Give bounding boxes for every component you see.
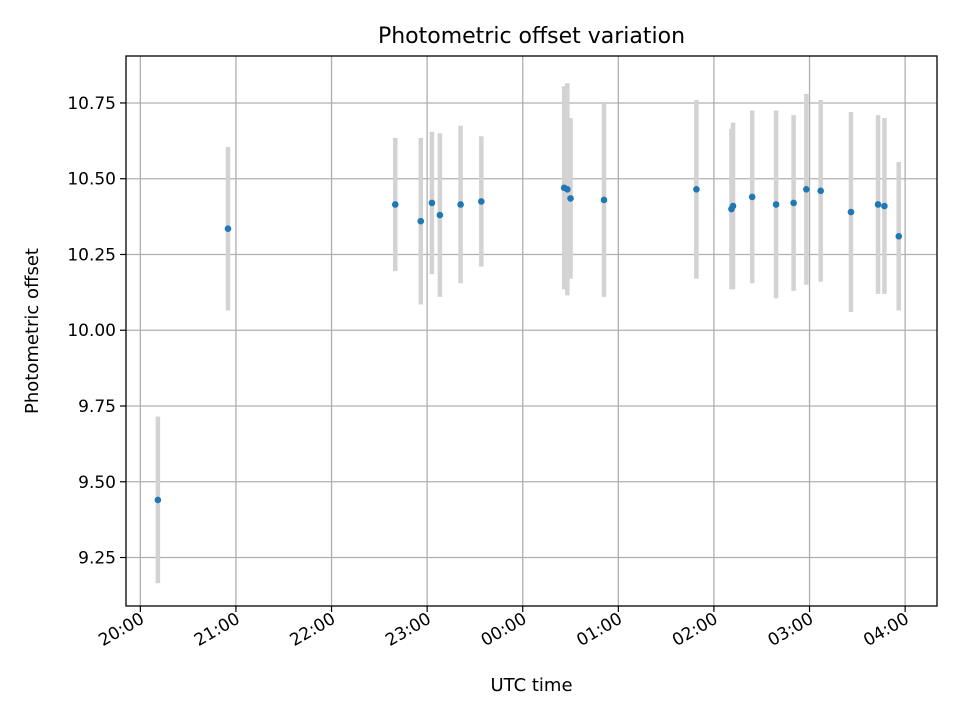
data-point bbox=[436, 211, 444, 219]
y-tick-label: 10.75 bbox=[67, 94, 116, 114]
data-point bbox=[895, 233, 903, 240]
y-axis-label: Photometric offset bbox=[22, 248, 43, 414]
data-point bbox=[428, 199, 436, 207]
y-axis-ticks: 9.25 9.50 9.75 10.00 10.25 10.50 10.75 bbox=[67, 94, 126, 569]
data-point bbox=[391, 201, 399, 208]
y-tick-label: 9.50 bbox=[78, 473, 116, 493]
data-point bbox=[847, 208, 855, 216]
data-point bbox=[224, 225, 232, 233]
data-point bbox=[478, 198, 485, 205]
y-tick-label: 10.50 bbox=[67, 170, 116, 190]
data-point bbox=[154, 496, 162, 504]
data-point bbox=[748, 193, 756, 201]
data-point bbox=[729, 202, 737, 210]
grid bbox=[126, 56, 937, 606]
data-points bbox=[154, 184, 903, 504]
data-point bbox=[457, 201, 464, 208]
data-point bbox=[817, 187, 824, 195]
plot-frame bbox=[125, 55, 938, 607]
y-tick-label: 9.75 bbox=[78, 397, 116, 417]
data-point bbox=[874, 201, 882, 208]
data-point bbox=[790, 199, 797, 207]
data-point bbox=[564, 186, 571, 193]
data-point bbox=[693, 186, 700, 193]
x-axis-label: UTC time bbox=[490, 675, 572, 696]
y-tick-label: 10.00 bbox=[67, 321, 116, 341]
y-tick-label: 10.25 bbox=[67, 245, 116, 265]
y-tick-label: 9.25 bbox=[78, 549, 116, 569]
data-point bbox=[417, 217, 425, 225]
data-point bbox=[600, 196, 608, 204]
data-point bbox=[803, 186, 810, 193]
data-point bbox=[881, 202, 888, 210]
data-point bbox=[567, 195, 574, 202]
data-point bbox=[772, 201, 780, 208]
chart-title: Photometric offset variation bbox=[378, 24, 685, 49]
